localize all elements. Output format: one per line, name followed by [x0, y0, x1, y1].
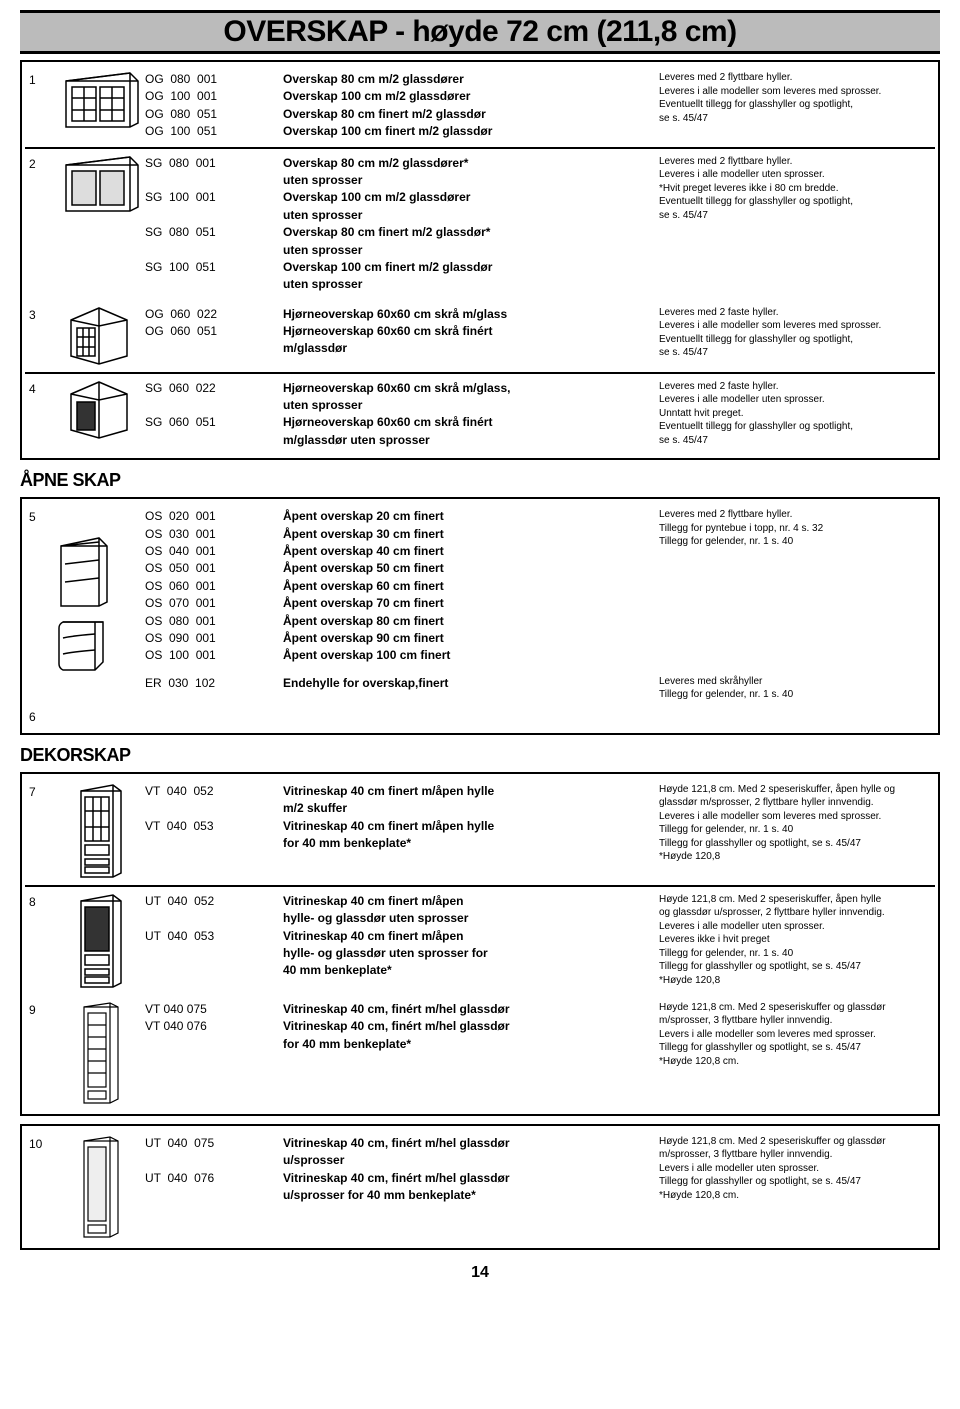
product-notes: Leveres med 2 flyttbare hyller. Leveres …: [659, 155, 931, 294]
page-title: OVERSKAP - høyde 72 cm (211,8 cm): [20, 15, 940, 49]
product-notes: Leveres med 2 faste hyller. Leveres i al…: [659, 380, 931, 450]
product-codes: UT 040 075 UT 040 076: [145, 1135, 283, 1239]
row-number: 4: [29, 380, 55, 450]
product-notes: Leveres med 2 flyttbare hyller. Tillegg …: [659, 508, 931, 665]
product-description: Endehylle for overskap,finert: [283, 675, 659, 702]
product-codes: OG 060 022 OG 060 051: [145, 306, 283, 366]
product-row: 3 OG 060 022 OG 060 051 Hjørneoverskap 6…: [25, 300, 935, 372]
row-number: 1: [29, 71, 55, 141]
product-icon: [55, 380, 145, 450]
product-icon: [55, 1001, 145, 1105]
product-icon: [55, 1135, 145, 1239]
row-number: 8: [29, 893, 55, 989]
product-row: 10 UT 040 075 UT 040 076 Vitrineskap 40 …: [25, 1129, 935, 1245]
product-notes: Høyde 121,8 cm. Med 2 speseriskuffer, åp…: [659, 783, 931, 879]
product-notes: Leveres med skråhyller Tillegg for gelen…: [659, 675, 931, 702]
product-codes: OS 020 001 OS 030 001 OS 040 001 OS 050 …: [145, 508, 283, 665]
group-dekor-1: 7 VT 040 052 VT 040 053 Vitrineskap 40: [20, 772, 940, 1116]
product-description: Hjørneoverskap 60x60 cm skrå m/glass, ut…: [283, 380, 659, 450]
product-codes: ER 030 102: [145, 675, 283, 702]
product-icon: [55, 508, 145, 702]
group-overskap: 1 OG 080 001 OG 100 001 OG 080 051 OG 10…: [20, 60, 940, 460]
product-description: Vitrineskap 40 cm, finért m/hel glassdør…: [283, 1135, 659, 1239]
row-number: 5: [29, 508, 55, 702]
row-number: 6: [29, 708, 55, 724]
row-number: 3: [29, 306, 55, 366]
product-row: 8 UT 040 052 UT 040 053 Vitrineskap 40 c…: [25, 885, 935, 995]
product-icon: [55, 306, 145, 366]
product-description: Overskap 80 cm m/2 glassdører* uten spro…: [283, 155, 659, 294]
product-notes: Leveres med 2 faste hyller. Leveres i al…: [659, 306, 931, 366]
row-number: 10: [29, 1135, 55, 1239]
product-description: Vitrineskap 40 cm finert m/åpen hylle m/…: [283, 783, 659, 879]
product-notes: Høyde 121,8 cm. Med 2 speseriskuffer og …: [659, 1135, 931, 1239]
page-header: OVERSKAP - høyde 72 cm (211,8 cm): [20, 10, 940, 54]
product-icon: [55, 71, 145, 141]
product-row: 1 OG 080 001 OG 100 001 OG 080 051 OG 10…: [25, 65, 935, 147]
product-description: Hjørneoverskap 60x60 cm skrå m/glass Hjø…: [283, 306, 659, 366]
product-description: Åpent overskap 20 cm finert Åpent oversk…: [283, 508, 659, 665]
product-codes: VT 040 075 VT 040 076: [145, 1001, 283, 1105]
product-icon: [55, 783, 145, 879]
group-dekor-2: 10 UT 040 075 UT 040 076 Vitrineskap 40 …: [20, 1124, 940, 1250]
product-row: 4 SG 060 022 SG 060 051 Hjørneoverskap 6…: [25, 372, 935, 456]
product-notes: Leveres med 2 flyttbare hyller. Leveres …: [659, 71, 931, 141]
product-notes: Høyde 121,8 cm. Med 2 speseriskuffer, åp…: [659, 893, 931, 989]
product-row: 6: [25, 708, 935, 730]
section-title-apne: ÅPNE SKAP: [20, 470, 940, 491]
product-description: Vitrineskap 40 cm finert m/åpen hylle- o…: [283, 893, 659, 989]
product-codes: UT 040 052 UT 040 053: [145, 893, 283, 989]
section-title-dekor: DEKORSKAP: [20, 745, 940, 766]
product-row: 7 VT 040 052 VT 040 053 Vitrineskap 40: [25, 777, 935, 885]
product-codes: SG 060 022 SG 060 051: [145, 380, 283, 450]
product-icon: [55, 893, 145, 989]
product-description: Vitrineskap 40 cm, finért m/hel glassdør…: [283, 1001, 659, 1105]
product-codes: OG 080 001 OG 100 001 OG 080 051 OG 100 …: [145, 71, 283, 141]
page: OVERSKAP - høyde 72 cm (211,8 cm) 1: [0, 0, 960, 1302]
row-number: 9: [29, 1001, 55, 1105]
product-row: 5: [25, 502, 935, 708]
product-description: Overskap 80 cm m/2 glassdører Overskap 1…: [283, 71, 659, 141]
product-row: 9 VT 040 075 VT 040 076 Vitrineskap 40 c…: [25, 995, 935, 1111]
product-codes: VT 040 052 VT 040 053: [145, 783, 283, 879]
group-apne: 5: [20, 497, 940, 735]
row-number: 2: [29, 155, 55, 294]
product-notes: Høyde 121,8 cm. Med 2 speseriskuffer og …: [659, 1001, 931, 1105]
product-icon: [55, 155, 145, 294]
product-codes: SG 080 001 SG 100 001 SG 080 051 SG 100 …: [145, 155, 283, 294]
product-row: 2 SG 080 001 SG 100 001 SG 080 051 SG 10…: [25, 147, 935, 300]
page-number: 14: [20, 1264, 940, 1282]
row-number: 7: [29, 783, 55, 879]
